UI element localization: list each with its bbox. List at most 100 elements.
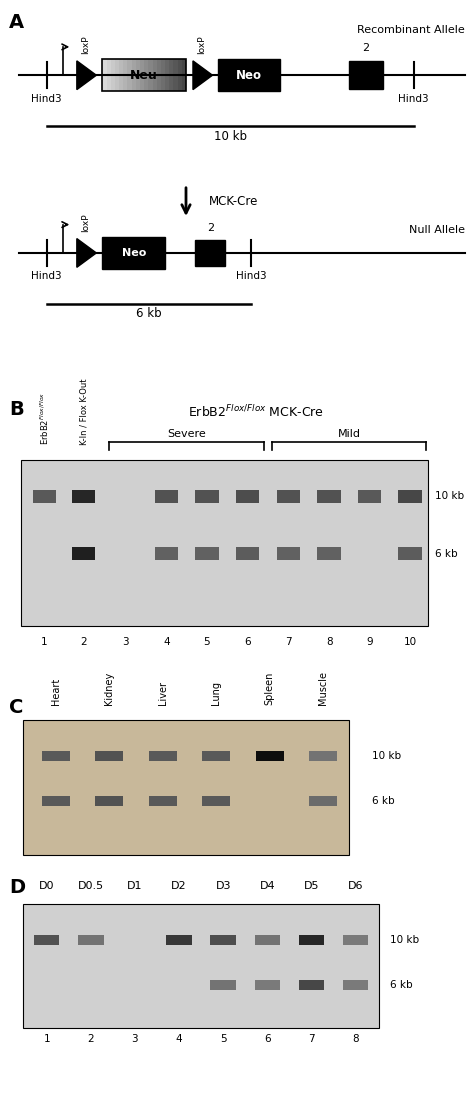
Text: D5: D5 xyxy=(304,881,319,891)
Text: D3: D3 xyxy=(215,881,231,891)
Bar xyxy=(72,547,95,560)
Bar xyxy=(111,59,115,91)
Bar xyxy=(102,237,165,269)
Bar xyxy=(195,240,226,266)
Bar xyxy=(157,59,161,91)
Text: Spleen: Spleen xyxy=(264,672,274,705)
Text: A: A xyxy=(9,13,24,32)
Bar xyxy=(210,980,236,990)
Text: loxP: loxP xyxy=(197,36,206,55)
Text: Hind3: Hind3 xyxy=(31,94,62,104)
Text: Hind3: Hind3 xyxy=(31,272,62,282)
Text: Neo: Neo xyxy=(121,248,146,258)
Text: ErbB2$^{Flox/Flox}$: ErbB2$^{Flox/Flox}$ xyxy=(38,392,51,445)
Text: ErbB2$^{Flox / Flox}$ MCK-Cre: ErbB2$^{Flox / Flox}$ MCK-Cre xyxy=(188,404,324,421)
Bar xyxy=(107,59,111,91)
Bar xyxy=(42,751,70,761)
Bar xyxy=(23,720,348,855)
Bar xyxy=(255,751,283,761)
Polygon shape xyxy=(193,61,212,90)
Bar xyxy=(358,490,381,503)
Text: MCK-Cre: MCK-Cre xyxy=(209,195,259,208)
Bar xyxy=(218,59,280,91)
Bar xyxy=(202,796,230,806)
Bar xyxy=(148,59,153,91)
Polygon shape xyxy=(77,61,96,90)
Bar xyxy=(255,935,280,945)
Bar xyxy=(343,935,368,945)
Bar xyxy=(144,59,149,91)
Text: K-In / Flox K-Out: K-In / Flox K-Out xyxy=(79,379,88,445)
Bar xyxy=(132,59,137,91)
Bar xyxy=(309,796,337,806)
Bar xyxy=(102,59,186,91)
Text: 6 kb: 6 kb xyxy=(391,980,413,990)
Text: 2: 2 xyxy=(81,637,87,647)
Bar xyxy=(95,796,123,806)
Text: D4: D4 xyxy=(259,881,275,891)
Bar xyxy=(169,59,174,91)
Text: loxP: loxP xyxy=(81,214,90,232)
Text: 5: 5 xyxy=(220,1034,227,1044)
Bar xyxy=(95,751,123,761)
Text: D2: D2 xyxy=(171,881,187,891)
Bar xyxy=(343,980,368,990)
Text: D0: D0 xyxy=(39,881,55,891)
Text: 4: 4 xyxy=(176,1034,182,1044)
Bar xyxy=(255,980,280,990)
Bar xyxy=(277,490,300,503)
Text: 6 kb: 6 kb xyxy=(435,549,457,559)
Text: Severe: Severe xyxy=(167,430,206,439)
Bar xyxy=(155,547,178,560)
Bar xyxy=(318,490,341,503)
Bar xyxy=(149,796,177,806)
Bar xyxy=(72,490,95,503)
Bar xyxy=(173,59,178,91)
Bar xyxy=(348,61,383,90)
Text: Liver: Liver xyxy=(158,681,168,705)
Text: 3: 3 xyxy=(122,637,129,647)
Bar xyxy=(202,751,230,761)
Text: 10 kb: 10 kb xyxy=(435,491,464,502)
Text: 8: 8 xyxy=(326,637,332,647)
Text: Muscle: Muscle xyxy=(318,671,328,705)
Text: 5: 5 xyxy=(204,637,210,647)
Bar xyxy=(153,59,157,91)
Text: C: C xyxy=(9,698,23,717)
Bar xyxy=(318,547,341,560)
Bar xyxy=(166,935,192,945)
Bar xyxy=(128,59,132,91)
Text: 3: 3 xyxy=(132,1034,138,1044)
Text: 7: 7 xyxy=(308,1034,315,1044)
Text: 9: 9 xyxy=(366,637,373,647)
Text: D: D xyxy=(9,878,25,897)
Bar xyxy=(236,490,259,503)
Bar xyxy=(42,796,70,806)
Text: Heart: Heart xyxy=(51,677,61,705)
Bar xyxy=(78,935,103,945)
Bar xyxy=(195,547,219,560)
Bar xyxy=(299,935,324,945)
Bar xyxy=(21,460,428,626)
Bar xyxy=(34,935,59,945)
Text: Hind3: Hind3 xyxy=(398,94,429,104)
Text: D6: D6 xyxy=(348,881,363,891)
Bar xyxy=(102,59,107,91)
Bar xyxy=(195,490,219,503)
Text: 6 kb: 6 kb xyxy=(136,307,162,320)
Text: Neu: Neu xyxy=(130,69,158,82)
Bar xyxy=(33,490,56,503)
Text: 1: 1 xyxy=(41,637,47,647)
Bar xyxy=(119,59,124,91)
Bar xyxy=(149,751,177,761)
Text: 10: 10 xyxy=(403,637,417,647)
Text: 2: 2 xyxy=(363,44,370,54)
Text: D0.5: D0.5 xyxy=(78,881,104,891)
Polygon shape xyxy=(77,239,96,267)
Bar xyxy=(161,59,165,91)
Bar xyxy=(299,980,324,990)
Text: Kidney: Kidney xyxy=(104,672,114,705)
Text: 6 kb: 6 kb xyxy=(372,796,394,806)
Text: 6: 6 xyxy=(244,637,251,647)
Bar xyxy=(23,903,379,1028)
